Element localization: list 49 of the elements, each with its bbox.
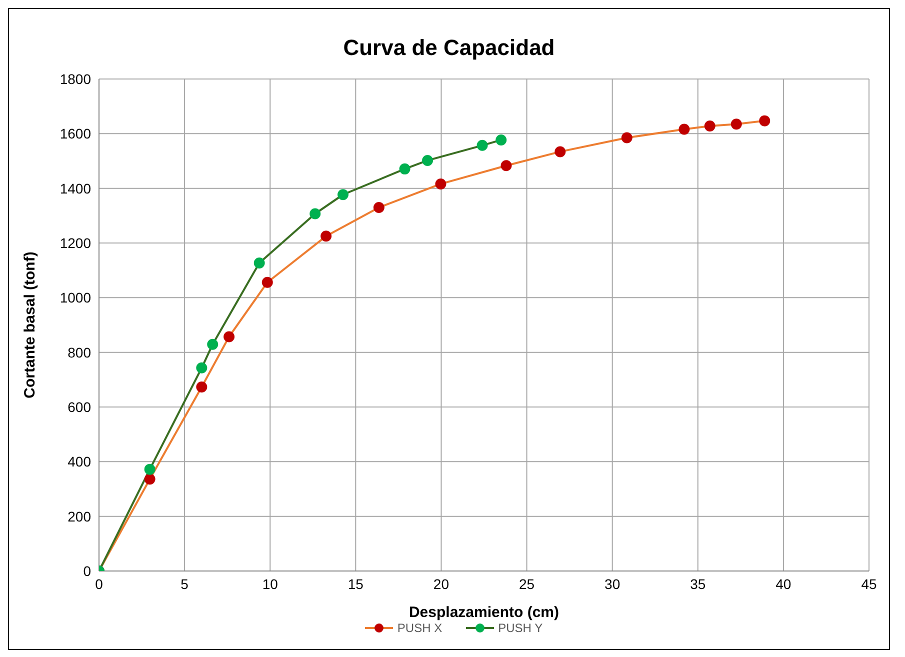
point [144,464,156,475]
x-tick-label: 5 [180,576,189,592]
x-tick-label: 40 [776,576,792,592]
point [500,160,512,172]
point [144,474,156,485]
y-tick-label: 0 [83,562,92,579]
chart-title: Curva de Capacidad [342,35,556,62]
point [435,178,446,190]
y-axis-title: Cortante basal (tonf) [21,252,38,398]
point [399,163,410,174]
x-tick-label: 30 [604,576,620,592]
x-tick-label: 25 [518,576,535,592]
point [730,118,742,130]
x-tick-label: 10 [262,576,278,592]
y-tick-label: 1600 [60,126,92,142]
point [196,362,208,374]
point [704,120,716,132]
legend-label: PUSH Y [497,621,543,635]
point [759,115,770,126]
y-tick-label: 1000 [60,290,92,306]
point [196,382,208,393]
point [262,276,273,288]
point [338,189,349,200]
point [254,257,265,268]
point [678,124,690,135]
y-tick-label: 600 [68,398,92,415]
y-tick-label: 200 [68,508,92,524]
y-tick-label: 800 [68,344,92,360]
legend-label: PUSH X [396,621,442,635]
y-tick-label: 1200 [60,234,92,251]
y-tick-label: 1400 [60,180,92,196]
point [373,202,384,213]
point [310,208,321,220]
x-tick-label: 35 [690,576,706,592]
point [422,154,434,166]
point [224,331,235,342]
y-tick-label: 1800 [60,70,92,87]
y-tick-label: 400 [68,454,92,470]
point [621,132,632,144]
x-tick-label: 0 [95,576,104,592]
point [476,140,488,151]
point [207,338,218,350]
point [496,134,507,146]
x-axis-title: Desplazamiento (cm) [408,604,560,621]
point [554,146,566,158]
point [320,230,332,242]
x-tick-label: 45 [861,576,877,592]
x-tick-label: 15 [348,576,364,592]
x-tick-label: 20 [433,576,450,592]
